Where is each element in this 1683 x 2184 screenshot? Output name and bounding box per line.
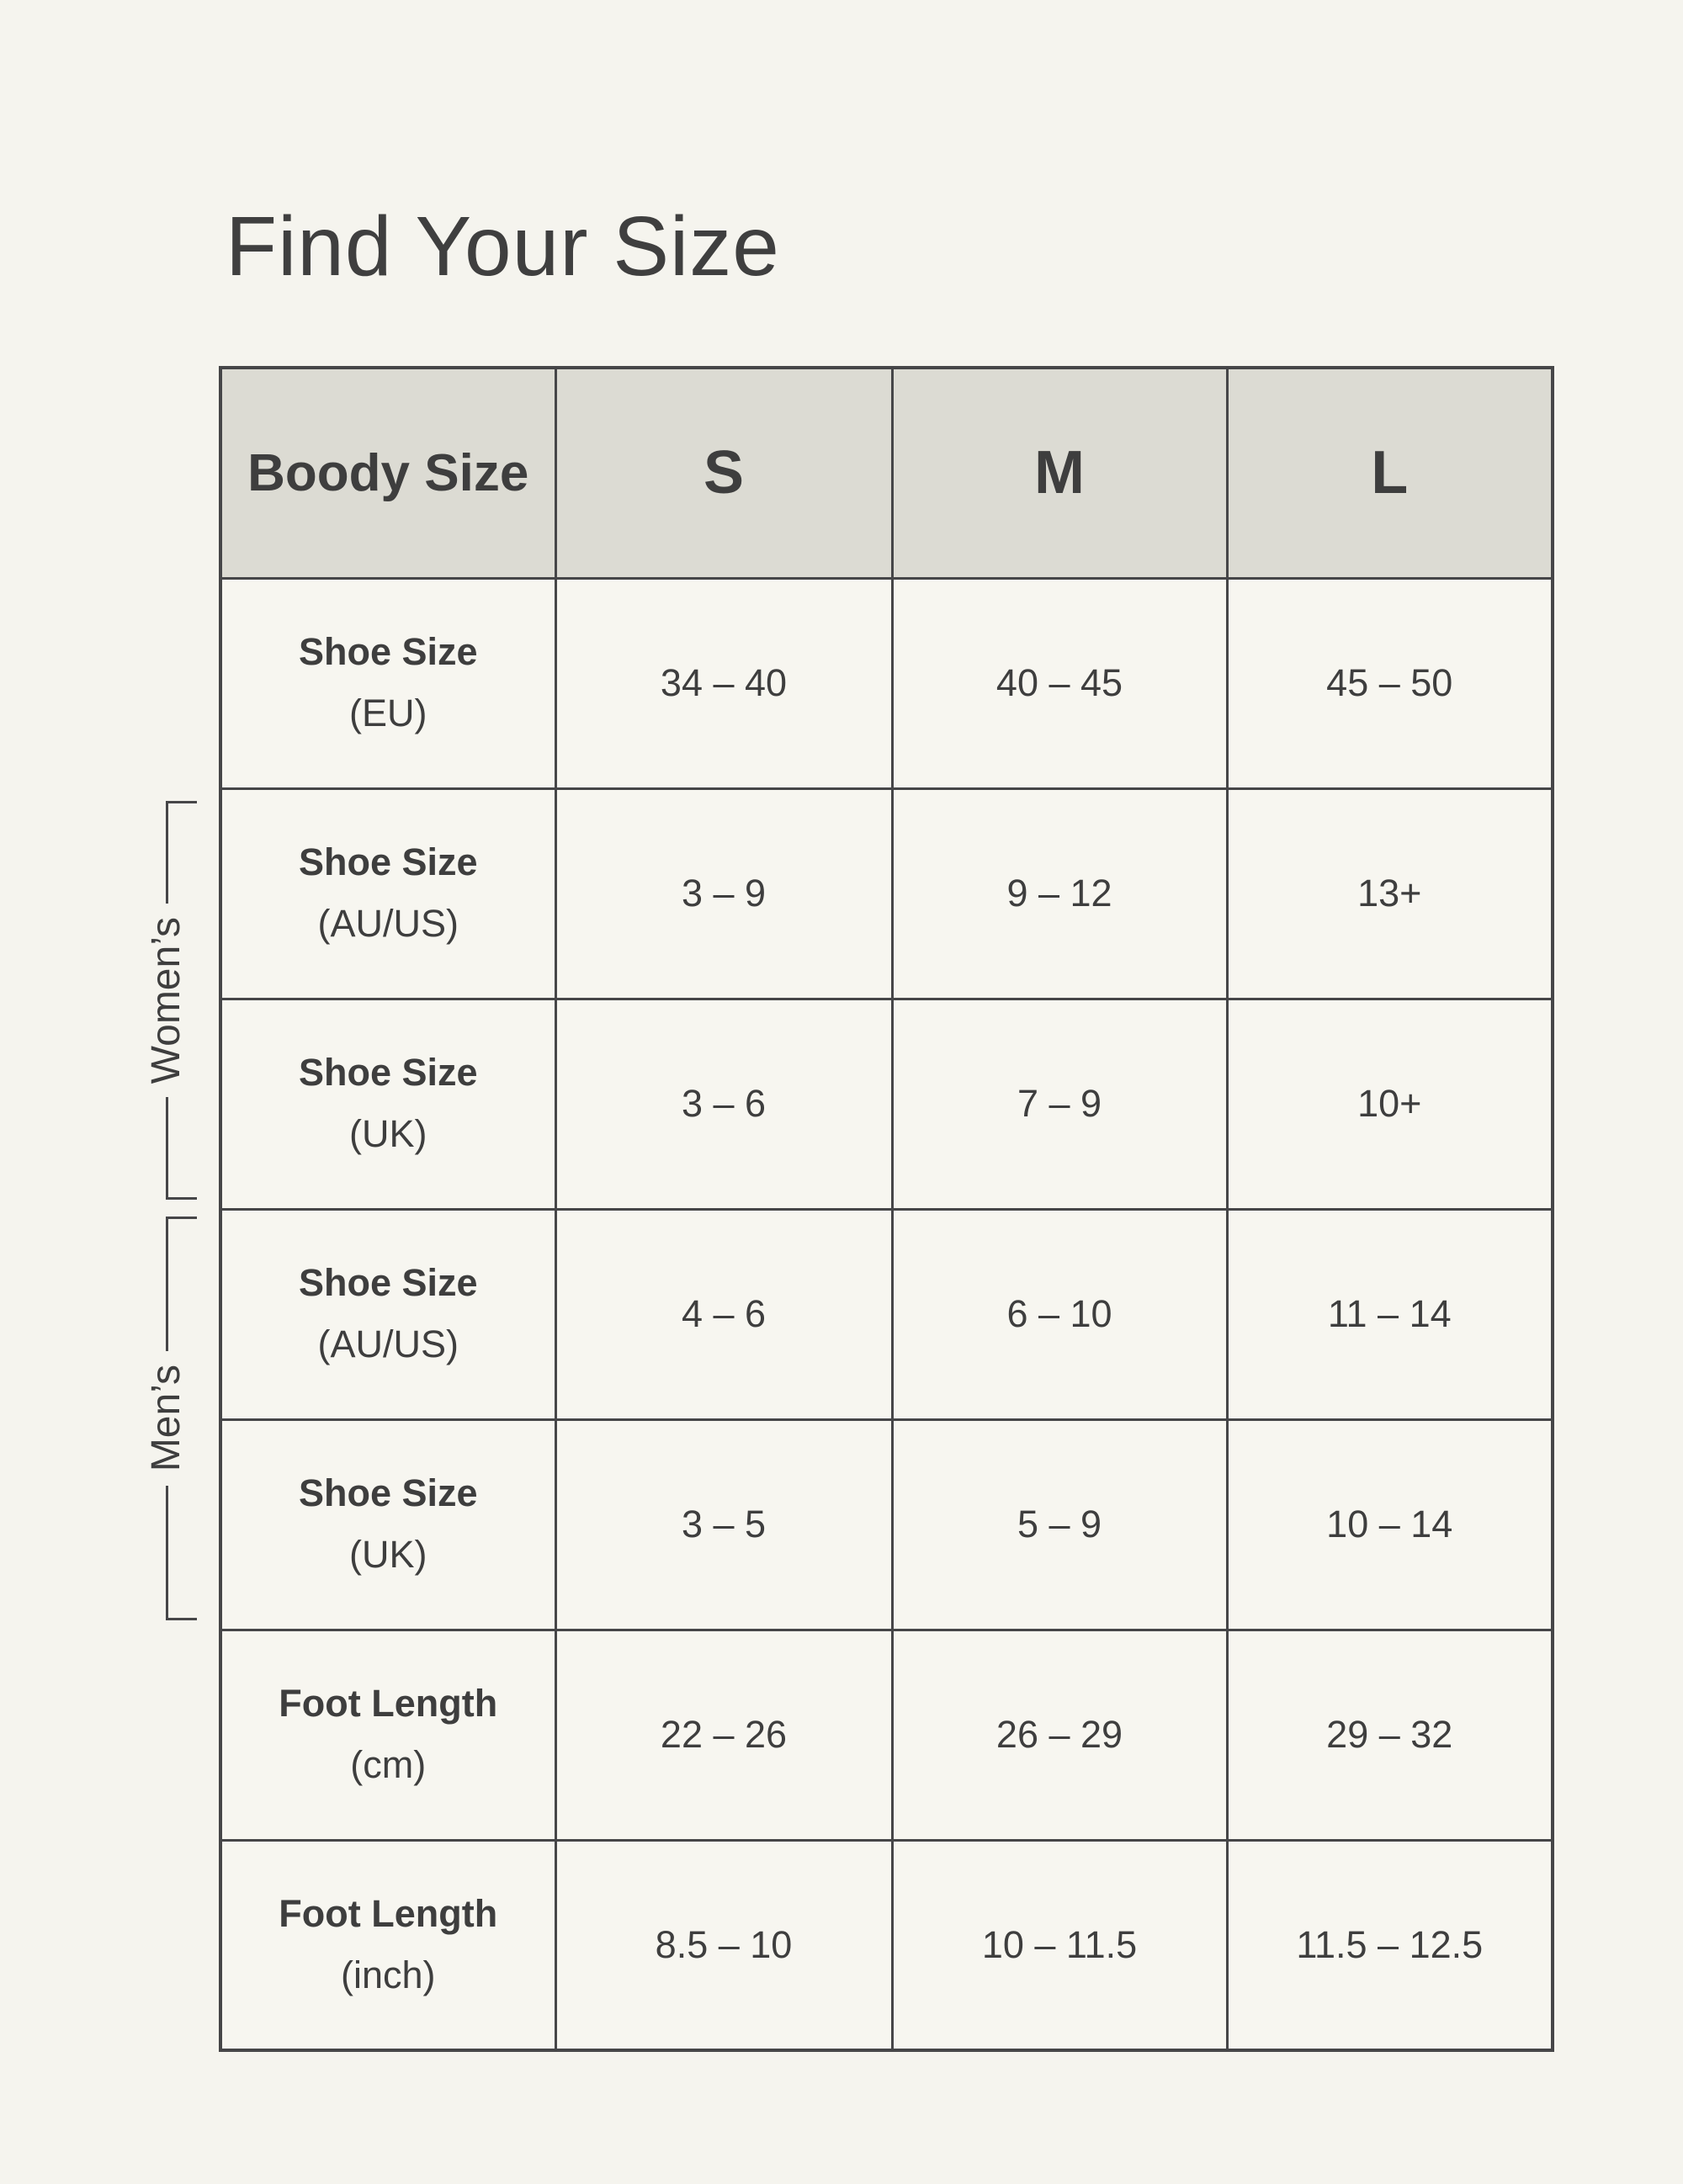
row-label: Shoe Size — [298, 840, 478, 884]
cell-value: 3 – 6 — [681, 1082, 767, 1125]
value-cell: 11 – 14 — [1225, 1207, 1554, 1421]
table-header-row: Boody Size S M L — [219, 366, 1554, 580]
value-cell: 9 – 12 — [890, 787, 1229, 1000]
row-label: Shoe Size — [298, 1051, 478, 1095]
row-header-cell: Shoe Size (UK) — [219, 1418, 557, 1631]
value-cell: 10 – 11.5 — [890, 1838, 1229, 2052]
row-sublabel: (EU) — [349, 692, 427, 734]
cell-value: 29 – 32 — [1326, 1713, 1453, 1756]
header-cell-size-m: M — [890, 366, 1229, 580]
row-header-cell: Shoe Size (AU/US) — [219, 787, 557, 1000]
value-cell: 22 – 26 — [554, 1628, 894, 1842]
size-m-label: M — [1034, 439, 1085, 507]
table-row-mens-shoe-size-uk: Shoe Size (UK) 3 – 5 5 – 9 10 – 14 — [219, 1418, 1554, 1631]
page-title: Find Your Size — [226, 199, 780, 294]
row-sublabel: (cm) — [350, 1743, 427, 1786]
cell-value: 6 – 10 — [1006, 1292, 1112, 1335]
cell-value: 45 – 50 — [1326, 661, 1453, 704]
header-cell-boody-size: Boody Size — [219, 366, 557, 580]
cell-value: 3 – 5 — [681, 1503, 767, 1545]
value-cell: 40 – 45 — [890, 576, 1229, 790]
row-header-cell: Foot Length (inch) — [219, 1838, 557, 2052]
row-sublabel: (inch) — [340, 1953, 436, 1996]
cell-value: 7 – 9 — [1017, 1082, 1102, 1125]
womens-group-label: Women’s — [144, 916, 188, 1084]
cell-value: 40 – 45 — [995, 661, 1123, 704]
cell-value: 13+ — [1357, 872, 1422, 914]
cell-value: 3 – 9 — [681, 872, 767, 914]
cell-value: 11.5 – 12.5 — [1296, 1922, 1484, 1966]
mens-group-bracket: Men’s — [144, 1217, 197, 1621]
cell-value: 34 – 40 — [660, 661, 788, 704]
bracket-bottom-tick — [166, 1197, 197, 1200]
cell-value: 9 – 12 — [1006, 872, 1112, 914]
bracket-bottom-tick — [166, 1618, 197, 1621]
cell-value: 26 – 29 — [995, 1713, 1123, 1756]
cell-value: 22 – 26 — [660, 1713, 788, 1756]
row-sublabel: (AU/US) — [317, 902, 459, 945]
size-l-label: L — [1371, 439, 1409, 507]
womens-group-bracket: Women’s — [144, 801, 197, 1200]
table-row-mens-shoe-size-auus: Shoe Size (AU/US) 4 – 6 6 – 10 11 – 14 — [219, 1207, 1554, 1421]
header-cell-size-l: L — [1225, 366, 1554, 580]
value-cell: 6 – 10 — [890, 1207, 1229, 1421]
row-header-cell: Shoe Size (UK) — [219, 997, 557, 1211]
size-s-label: S — [703, 439, 745, 507]
value-cell: 34 – 40 — [554, 576, 894, 790]
value-cell: 3 – 9 — [554, 787, 894, 1000]
cell-value: 10 – 11.5 — [981, 1922, 1138, 1966]
cell-value: 4 – 6 — [681, 1292, 767, 1335]
row-header-cell: Foot Length (cm) — [219, 1628, 557, 1842]
row-sublabel: (UK) — [349, 1112, 427, 1155]
row-sublabel: (UK) — [349, 1533, 427, 1576]
cell-value: 10+ — [1357, 1082, 1422, 1125]
value-cell: 7 – 9 — [890, 997, 1229, 1211]
value-cell: 45 – 50 — [1225, 576, 1554, 790]
bracket-top-tick — [166, 801, 197, 803]
cell-value: 11 – 14 — [1327, 1292, 1452, 1335]
header-cell-size-s: S — [554, 366, 894, 580]
table-row-foot-length-cm: Foot Length (cm) 22 – 26 26 – 29 29 – 32 — [219, 1628, 1554, 1842]
row-label: Shoe Size — [298, 630, 478, 674]
value-cell: 8.5 – 10 — [554, 1838, 894, 2052]
table-row-foot-length-inch: Foot Length (inch) 8.5 – 10 10 – 11.5 11… — [219, 1838, 1554, 2052]
cell-value: 8.5 – 10 — [655, 1922, 793, 1966]
mens-group-label: Men’s — [144, 1365, 188, 1472]
value-cell: 3 – 6 — [554, 997, 894, 1211]
row-label: Foot Length — [279, 1891, 498, 1935]
cell-value: 5 – 9 — [1017, 1503, 1102, 1545]
row-label: Foot Length — [279, 1682, 498, 1725]
value-cell: 4 – 6 — [554, 1207, 894, 1421]
value-cell: 11.5 – 12.5 — [1225, 1838, 1554, 2052]
table-row-shoe-size-eu: Shoe Size (EU) 34 – 40 40 – 45 45 – 50 — [219, 576, 1554, 790]
bracket-line-segment — [166, 1097, 168, 1197]
row-label: Shoe Size — [298, 1471, 478, 1515]
table-row-womens-shoe-size-auus: Shoe Size (AU/US) 3 – 9 9 – 12 13+ — [219, 787, 1554, 1000]
bracket-line-segment — [166, 803, 168, 904]
value-cell: 3 – 5 — [554, 1418, 894, 1631]
row-label: Shoe Size — [298, 1261, 478, 1305]
row-sublabel: (AU/US) — [317, 1323, 459, 1365]
row-header-cell: Shoe Size (AU/US) — [219, 1207, 557, 1421]
cell-value: 10 – 14 — [1326, 1503, 1453, 1545]
bracket-line-segment — [166, 1485, 168, 1619]
bracket-top-tick — [166, 1217, 197, 1219]
row-header-cell: Shoe Size (EU) — [219, 576, 557, 790]
value-cell: 13+ — [1225, 787, 1554, 1000]
value-cell: 29 – 32 — [1225, 1628, 1554, 1842]
bracket-line-segment — [166, 1219, 168, 1352]
header-label: Boody Size — [247, 443, 529, 502]
value-cell: 26 – 29 — [890, 1628, 1229, 1842]
size-chart-table: Boody Size S M L Shoe Size (EU) 34 – 40 … — [219, 366, 1554, 2052]
table-row-womens-shoe-size-uk: Shoe Size (UK) 3 – 6 7 – 9 10+ — [219, 997, 1554, 1211]
value-cell: 10 – 14 — [1225, 1418, 1554, 1631]
value-cell: 5 – 9 — [890, 1418, 1229, 1631]
value-cell: 10+ — [1225, 997, 1554, 1211]
